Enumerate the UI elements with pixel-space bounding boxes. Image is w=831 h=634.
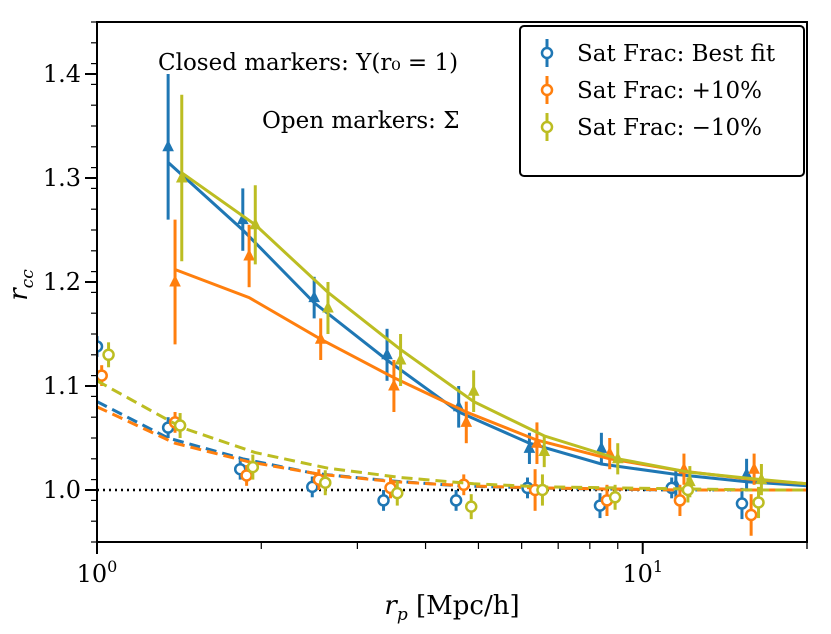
series-2 (97, 94, 807, 520)
closed-marker (467, 384, 480, 396)
open-marker (97, 340, 104, 353)
open-marker (752, 496, 765, 509)
closed-marker (175, 170, 188, 183)
open-marker (306, 480, 319, 494)
closed-marker (755, 472, 768, 485)
closed-marker (460, 415, 473, 427)
closed-marker (314, 332, 327, 344)
open-marker (97, 369, 108, 382)
closed-marker (538, 444, 551, 457)
legend: Sat Frac: Best fit Sat Frac: +10% Sat Frac… (519, 25, 805, 177)
closed-marker (169, 274, 181, 287)
x-axis-title: rp [Mpc/h] (384, 591, 519, 625)
closed-marker (322, 300, 334, 313)
closed-marker (595, 441, 608, 453)
open-marker (536, 483, 549, 497)
closed-marker (249, 217, 262, 230)
open-marker (449, 494, 463, 507)
y-tick-label: 1.2 (43, 268, 81, 296)
y-tick-label: 1.4 (43, 60, 81, 88)
series-0-closed-line (167, 161, 807, 488)
y-tick-label: 1.1 (43, 372, 81, 400)
legend-marker (540, 46, 554, 60)
closed-marker (394, 352, 407, 365)
open-marker (735, 497, 749, 510)
legend-frame (519, 25, 805, 177)
open-marker (464, 500, 478, 513)
legend-label: Sat Frac: Best fit (577, 41, 776, 67)
annotation-closed-markers: Closed markers: Υ(r₀ = 1) (158, 50, 458, 76)
closed-marker (381, 347, 393, 360)
data-layer (97, 74, 807, 536)
open-marker (173, 419, 187, 432)
open-marker (681, 483, 695, 497)
x-tick-label: 101 (622, 557, 663, 588)
open-marker (246, 460, 260, 474)
closed-marker (388, 378, 400, 391)
y-tick-label: 1.0 (43, 476, 81, 504)
open-marker (744, 508, 758, 522)
tick-layer: 1.0 1.1 1.2 1.3 1.4 100 101 (43, 21, 808, 588)
open-marker (608, 491, 622, 504)
open-marker (377, 494, 390, 507)
open-marker (673, 494, 687, 507)
series-2-open-line (97, 379, 807, 492)
closed-marker (308, 290, 320, 303)
closed-marker (748, 462, 760, 474)
series-1-closed-line (174, 268, 807, 486)
closed-marker (531, 436, 543, 448)
series-2-closed-line (180, 171, 807, 486)
plot-frame (96, 21, 808, 543)
legend-marker (540, 83, 554, 97)
legend-marker (540, 120, 554, 134)
open-marker (102, 348, 115, 362)
open-marker (319, 476, 332, 489)
y-tick-label: 1.3 (43, 164, 81, 192)
closed-marker (162, 139, 174, 152)
y-axis-title: rcc (4, 269, 38, 301)
annotation-open-markers: Open markers: Σ (262, 108, 460, 134)
legend-label: Sat Frac: +10% (577, 78, 762, 104)
open-marker (391, 486, 404, 500)
x-tick-label: 100 (77, 557, 118, 588)
closed-marker (243, 248, 255, 261)
legend-label: Sat Frac: −10% (577, 115, 762, 141)
closed-marker (611, 451, 624, 464)
